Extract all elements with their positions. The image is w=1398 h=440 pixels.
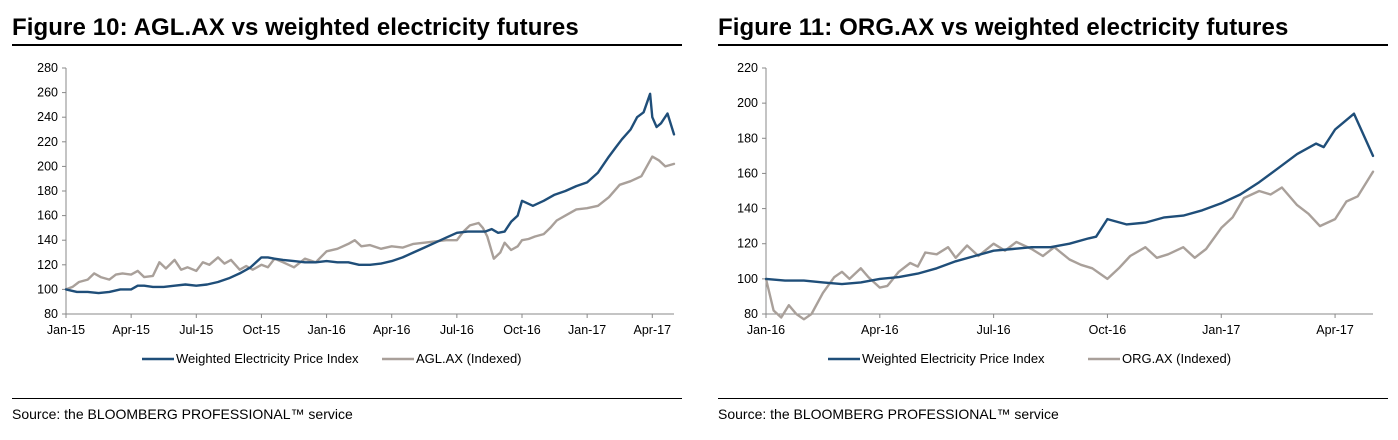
figure-11-panel: Figure 11: ORG.AX vs weighted electricit… [718, 0, 1388, 440]
x-tick-label: Apr-16 [373, 323, 411, 337]
figure-11-source-rule [718, 398, 1388, 399]
x-tick-label: Jan-16 [307, 323, 345, 337]
x-tick-label: Jan-16 [747, 323, 785, 337]
x-tick-label: Apr-16 [861, 323, 899, 337]
y-tick-label: 120 [737, 237, 758, 251]
y-tick-label: 140 [737, 202, 758, 216]
series-line-stock-indexed [764, 170, 1375, 321]
figure-10-chart: 80 100 120 140 160 180 200 220 240 260 280 Jan-15 Ap… [37, 61, 676, 366]
x-tick-label: Jan-17 [568, 323, 606, 337]
y-tick-label: 80 [744, 307, 758, 321]
x-tick-label: Jan-17 [1202, 323, 1240, 337]
y-tick-label: 80 [44, 307, 58, 321]
y-tick-label: 180 [737, 131, 758, 145]
y-tick-label: 220 [737, 61, 758, 75]
y-tick-label: 140 [37, 233, 58, 247]
legend-label: Weighted Electricity Price Index [862, 351, 1045, 366]
figure-10-panel: Figure 10: AGL.AX vs weighted electricit… [12, 0, 682, 440]
y-tick-label: 200 [737, 96, 758, 110]
legend-label: AGL.AX (Indexed) [416, 351, 522, 366]
x-tick-label: Jul-16 [977, 323, 1011, 337]
y-tick-label: 160 [737, 166, 758, 180]
y-tick-label: 220 [37, 135, 58, 149]
y-tick-label: 180 [37, 184, 58, 198]
x-tick-label: Jul-15 [179, 323, 213, 337]
figure-11-source: Source: the BLOOMBERG PROFESSIONAL™ serv… [718, 406, 1059, 422]
y-tick-label: 240 [37, 110, 58, 124]
x-tick-label: Apr-17 [1316, 323, 1354, 337]
figure-10-source-rule [12, 398, 682, 399]
x-tick-label: Oct-16 [1089, 323, 1127, 337]
figure-11-title-rule [718, 44, 1388, 46]
y-tick-label: 280 [37, 61, 58, 75]
x-tick-label: Jul-16 [440, 323, 474, 337]
x-tick-label: Apr-15 [112, 323, 150, 337]
x-tick-label: Oct-15 [243, 323, 281, 337]
figure-10-title-rule [12, 44, 682, 46]
x-tick-label: Jan-15 [47, 323, 85, 337]
y-tick-label: 160 [37, 209, 58, 223]
y-tick-label: 200 [37, 159, 58, 173]
figure-11-title: Figure 11: ORG.AX vs weighted electricit… [718, 14, 1289, 41]
series-line-price-index [764, 112, 1375, 286]
y-tick-label: 100 [37, 282, 58, 296]
y-tick-label: 120 [37, 258, 58, 272]
series-line-stock-indexed [64, 155, 676, 291]
legend-label: Weighted Electricity Price Index [176, 351, 359, 366]
figure-11-chart: 80 100 120 140 160 180 200 220 Jan-16 Apr-16 Jul-1… [737, 61, 1375, 366]
x-tick-label: Apr-17 [634, 323, 672, 337]
legend-label: ORG.AX (Indexed) [1122, 351, 1231, 366]
y-tick-label: 260 [37, 86, 58, 100]
x-tick-label: Oct-16 [503, 323, 541, 337]
y-tick-label: 100 [737, 272, 758, 286]
figure-10-source: Source: the BLOOMBERG PROFESSIONAL™ serv… [12, 406, 353, 422]
series-line-price-index [64, 92, 676, 295]
figure-10-title: Figure 10: AGL.AX vs weighted electricit… [12, 14, 579, 41]
